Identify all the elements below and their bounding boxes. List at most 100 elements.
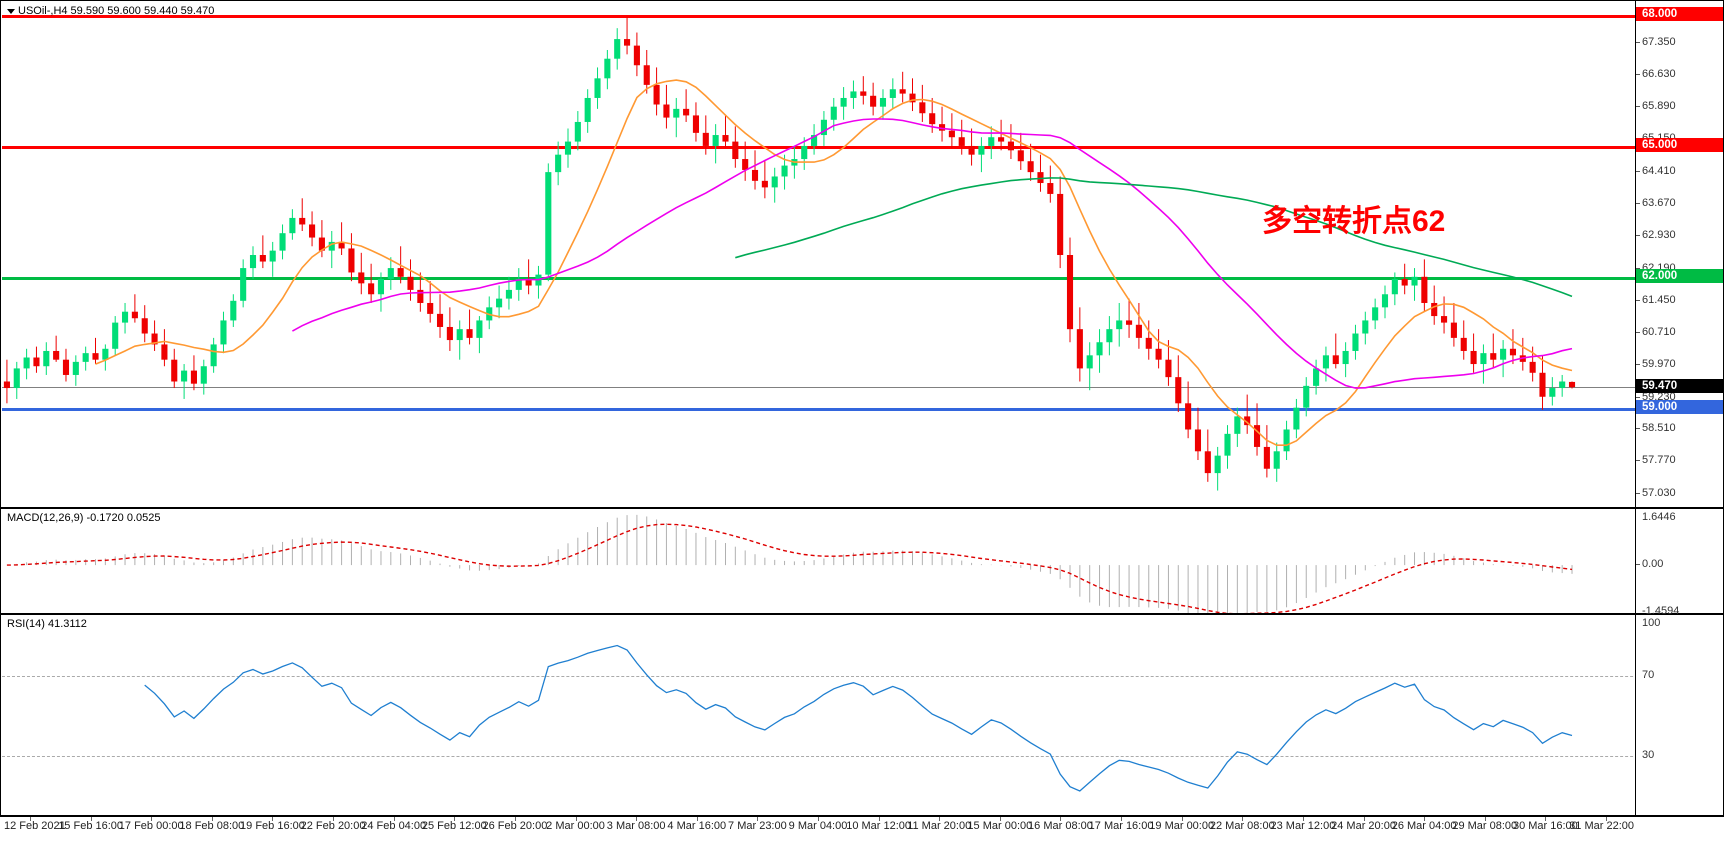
rsi-axis[interactable]: 100 70 30 — [1635, 615, 1723, 815]
price-level-badge[interactable]: 59.470 — [1636, 379, 1723, 394]
price-level-badge[interactable]: 68.000 — [1636, 7, 1723, 22]
time-axis-label: 31 Mar 22:00 — [1569, 820, 1634, 832]
time-axis-tickmark — [757, 817, 759, 821]
time-axis-label: 10 Mar 12:00 — [846, 820, 912, 832]
rsi-label: RSI(14) 41.3112 — [7, 618, 87, 630]
moving-average-line — [735, 177, 1573, 298]
macd-plot-area[interactable] — [2, 510, 1723, 613]
time-axis-label: 4 Mar 16:00 — [667, 820, 727, 832]
time-axis-tickmark — [1181, 817, 1183, 821]
symbol-title-text: USOil-,H4 59.590 59.600 59.440 59.470 — [18, 5, 215, 17]
time-axis-label: 30 Mar 16:00 — [1512, 820, 1578, 832]
price-level-line — [2, 145, 1723, 149]
price-plot-area[interactable] — [2, 2, 1723, 507]
price-axis-tick: 63.670 — [1642, 196, 1676, 209]
time-axis-tickmark — [939, 817, 941, 821]
macd-axis-tick: 1.6446 — [1642, 511, 1676, 523]
price-chart-panel[interactable]: USOil-,H4 59.590 59.600 59.440 59.470 67… — [0, 0, 1724, 508]
price-axis-tickmark — [1636, 299, 1640, 301]
rsi-level-line — [2, 756, 1723, 757]
price-axis-tick: 65.890 — [1642, 100, 1676, 113]
time-axis-label: 15 Mar 00:00 — [967, 820, 1033, 832]
price-axis-tick: 62.930 — [1642, 229, 1676, 242]
time-axis-tickmark — [30, 817, 31, 821]
time-axis-tickmark — [151, 817, 153, 821]
price-axis-tickmark — [1636, 396, 1640, 398]
price-axis-tickmark — [1636, 364, 1640, 366]
price-axis[interactable]: 67.35066.63065.89065.15064.41063.67062.9… — [1635, 1, 1723, 507]
time-axis-label: 9 Mar 04:00 — [788, 820, 848, 832]
price-level-line — [2, 387, 1723, 389]
time-axis-label: 17 Feb 00:00 — [118, 820, 184, 832]
time-axis-label: 22 Mar 08:00 — [1209, 820, 1275, 832]
time-axis-label: 24 Mar 20:00 — [1331, 820, 1396, 832]
price-axis-tick: 57.770 — [1642, 454, 1676, 467]
time-axis-tickmark — [514, 817, 516, 821]
price-axis-tickmark — [1636, 170, 1640, 172]
time-axis-label: 2 Mar 00:00 — [546, 820, 605, 832]
price-level-badge[interactable]: 62.000 — [1636, 268, 1723, 283]
macd-axis[interactable]: 1.6446 0.00 -1.4594 — [1635, 509, 1723, 617]
price-axis-tickmark — [1636, 202, 1640, 204]
time-axis-tickmark — [90, 817, 92, 821]
price-axis-tickmark — [1636, 42, 1640, 44]
price-axis-tickmark — [1636, 460, 1640, 462]
time-axis-label: 3 Mar 08:00 — [606, 820, 666, 832]
price-axis-tickmark — [1636, 332, 1640, 334]
time-axis[interactable]: 12 Feb 2021 15 Feb 16:00 17 Feb 00:00 18 Fe… — [0, 816, 1724, 842]
time-axis-label: 29 Mar 08:00 — [1452, 820, 1518, 832]
macd-axis-tick: 0.00 — [1642, 558, 1664, 571]
price-axis-tick: 58.510 — [1642, 422, 1676, 435]
rsi-line — [144, 644, 1573, 792]
time-axis-label: 26 Feb 20:00 — [482, 820, 548, 832]
price-axis-tick: 59.970 — [1642, 358, 1676, 371]
candlestick-series — [3, 17, 1576, 491]
time-axis-tickmark — [575, 817, 577, 821]
time-axis-tickmark — [878, 817, 880, 821]
time-axis-tickmark — [1242, 817, 1244, 821]
time-axis-tickmark — [999, 817, 1001, 821]
time-axis-tickmark — [696, 817, 698, 821]
time-axis-tickmark — [272, 817, 274, 821]
price-axis-tick: 61.450 — [1642, 293, 1676, 306]
time-axis-label: 24 Feb 04:00 — [361, 820, 427, 832]
price-axis-tick: 67.350 — [1642, 36, 1676, 49]
price-axis-tick: 60.710 — [1642, 326, 1676, 339]
macd-series — [6, 514, 1573, 613]
rsi-series — [144, 644, 1573, 792]
macd-panel[interactable]: MACD(12,26,9) -0.1720 0.0525 1.6446 0.00-… — [0, 508, 1724, 617]
macd-signal-line — [6, 523, 1573, 613]
time-axis-label: 15 Feb 16:00 — [58, 820, 124, 832]
time-axis-label: 23 Mar 12:00 — [1270, 820, 1336, 832]
price-level-badge[interactable]: 59.000 — [1636, 399, 1723, 414]
rsi-panel[interactable]: RSI(14) 41.3112 100 70 30 — [0, 614, 1724, 816]
time-axis-label: 12 Feb 2021 — [4, 820, 66, 832]
time-axis-tickmark — [1363, 817, 1365, 821]
time-axis-tickmark — [1121, 817, 1123, 821]
rsi-axis-tick: 30 — [1642, 749, 1655, 761]
time-axis-tickmark — [1424, 817, 1426, 821]
price-level-line — [2, 407, 1723, 411]
time-axis-label: 7 Mar 23:00 — [728, 820, 787, 832]
price-level-badge[interactable]: 65.000 — [1636, 137, 1723, 152]
price-axis-tickmark — [1636, 235, 1640, 237]
rsi-plot-area[interactable] — [2, 616, 1723, 815]
price-axis-tick: 66.630 — [1642, 67, 1676, 80]
symbol-title: USOil-,H4 59.590 59.600 59.440 59.470 — [7, 5, 214, 17]
time-axis-label: 19 Mar 00:00 — [1149, 820, 1215, 832]
rsi-level-line — [2, 676, 1723, 677]
price-axis-tick: 59.230 — [1642, 390, 1676, 403]
macd-axis-tickmark — [1636, 564, 1640, 566]
rsi-axis-tick: 100 — [1642, 617, 1661, 629]
time-axis-label: 22 Feb 20:00 — [300, 820, 366, 832]
price-axis-tick: 57.030 — [1642, 486, 1676, 499]
time-axis-tickmark — [1545, 817, 1547, 821]
time-axis-label: 16 Mar 08:00 — [1028, 820, 1093, 832]
time-axis-tickmark — [454, 817, 456, 821]
time-axis-label: 18 Feb 08:00 — [179, 820, 245, 832]
price-axis-tick: 64.410 — [1642, 164, 1676, 177]
price-axis-tickmark — [1636, 267, 1640, 269]
price-axis-tickmark — [1636, 492, 1640, 494]
caret-down-icon[interactable] — [7, 8, 15, 14]
